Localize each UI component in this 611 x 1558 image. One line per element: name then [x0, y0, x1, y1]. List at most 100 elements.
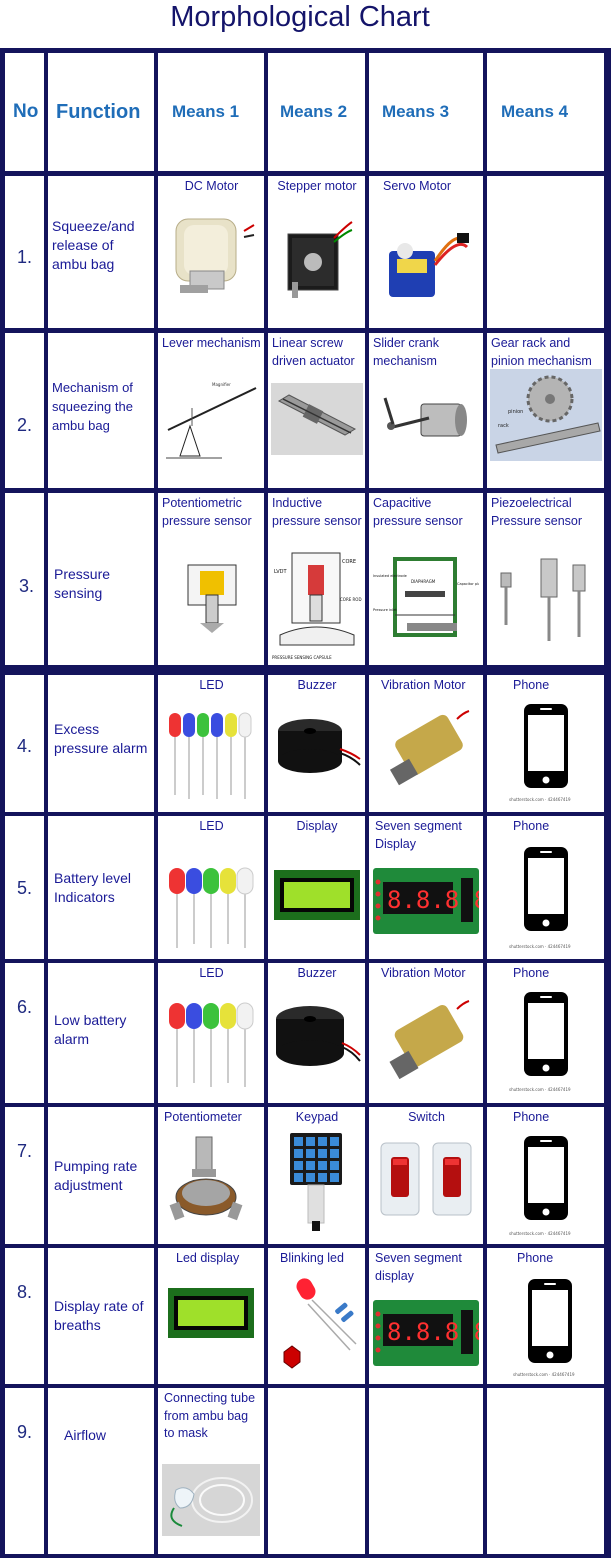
- capacitive-sensor-image: DIAPHRAGM Capacitor plate Pressure inlet…: [373, 557, 479, 637]
- means-label: [369, 1388, 483, 1390]
- blinking-led-image: [283, 1278, 357, 1369]
- means-label: Stepper motor: [277, 179, 357, 193]
- means-label: [487, 176, 604, 178]
- empty-means-cell: [369, 1388, 483, 1554]
- means-label: Seven segment display: [375, 1251, 462, 1283]
- header-means-4: Means 4: [487, 53, 604, 171]
- led-image: [169, 1002, 254, 1087]
- stock-caption: shutterstock.com · 424467419: [513, 1372, 575, 1377]
- switch-image: [380, 1142, 472, 1216]
- lever-mechanism-image: Magnifier: [166, 382, 257, 459]
- means-cell: Servo Motor: [369, 176, 483, 328]
- means-label: [487, 1388, 604, 1390]
- sensor-label-core-rod: CORE ROD: [340, 597, 362, 602]
- means-cell: Connecting tube from ambu bag to mask: [158, 1388, 264, 1554]
- means-cell: Buzzer: [268, 675, 365, 812]
- header-function: Function: [48, 53, 154, 171]
- means-label: Phone: [517, 1251, 554, 1265]
- header-means-1: Means 1: [158, 53, 264, 171]
- stock-caption: shutterstock.com · 424467419: [509, 797, 571, 802]
- row-number: 2.: [5, 333, 44, 488]
- lcd-display-image: [274, 870, 360, 920]
- sensor-label-diaphragm: DIAPHRAGM: [411, 579, 436, 584]
- rack-pinion-image: pinion rack: [490, 369, 602, 461]
- buzzer-image: [278, 719, 361, 773]
- means-cell: Vibration Motor: [369, 675, 483, 812]
- means-label: Display: [296, 819, 338, 833]
- header-means-3: Means 3: [369, 53, 483, 171]
- means-label: Connecting tube from ambu bag to mask: [164, 1391, 256, 1440]
- means-cell: Potentiometric pressure sensor: [158, 493, 264, 665]
- means-label: Potentiometric pressure sensor: [162, 496, 252, 528]
- means-cell: Blinking led: [268, 1248, 365, 1384]
- means-label: Lever mechanism: [162, 336, 261, 350]
- buzzer-image: [276, 1006, 361, 1066]
- lcd-display-image: [168, 1288, 254, 1338]
- function-label: Battery level Indicators: [48, 816, 154, 959]
- means-label: Led display: [176, 1251, 240, 1265]
- stock-caption: shutterstock.com · 424467419: [509, 1087, 571, 1092]
- means-label: Inductive pressure sensor: [272, 496, 362, 528]
- means-label: Phone: [513, 678, 550, 692]
- header-means-2: Means 2: [268, 53, 365, 171]
- phone-icon: [524, 704, 568, 788]
- vibration-motor-image: [389, 1000, 470, 1080]
- function-label: Low battery alarm: [48, 963, 154, 1103]
- means-cell: Stepper motor: [268, 176, 365, 328]
- sensor-label-capsule: PRESSURE SENSING CAPSULE: [272, 655, 332, 660]
- row-number: 5.: [5, 816, 44, 959]
- stepper-motor-image: [287, 221, 353, 298]
- row-number: 7.: [5, 1107, 44, 1244]
- means-label: LED: [199, 966, 224, 980]
- means-label: Keypad: [295, 1110, 339, 1124]
- row-number: 4.: [5, 675, 44, 812]
- led-image: [169, 867, 254, 948]
- piezo-sensor-image: [500, 558, 586, 641]
- means-cell: Phone shutterstock.com · 424467419: [487, 1107, 604, 1244]
- connecting-tube-image: [162, 1464, 260, 1536]
- means-label: Vibration Motor: [381, 678, 466, 692]
- servo-motor-image: [389, 233, 469, 297]
- means-label: Phone: [513, 1110, 550, 1124]
- row-number: 8.: [5, 1248, 44, 1384]
- means-label: Switch: [408, 1110, 445, 1124]
- sensor-label-inlet: Pressure inlet: [373, 608, 397, 612]
- means-cell: Phone shutterstock.com · 424467419: [487, 963, 604, 1103]
- means-cell: Capacitive pressure sensor DIAPHRAGM Cap…: [369, 493, 483, 665]
- means-cell: Potentiometer: [158, 1107, 264, 1244]
- means-cell: Seven segment display 8.8.8.8: [369, 1248, 483, 1384]
- means-cell: Gear rack and pinion mechanism pinion ra…: [487, 333, 604, 488]
- phone-icon: [528, 1279, 572, 1363]
- means-label: Phone: [513, 966, 550, 980]
- means-cell: Phone shutterstock.com · 424467419: [487, 675, 604, 812]
- morphological-chart-table: No Function Means 1 Means 2 Means 3 Mean…: [0, 48, 611, 1558]
- means-cell: Slider crank mechanism: [369, 333, 483, 488]
- means-label: [268, 1388, 365, 1390]
- means-cell: Display: [268, 816, 365, 959]
- led-image: [169, 712, 252, 799]
- means-cell: [487, 176, 604, 328]
- row-number: 1.: [5, 176, 44, 328]
- rack-label-pinion: pinion: [508, 409, 523, 415]
- means-cell: Switch: [369, 1107, 483, 1244]
- means-label: Piezoelectrical Pressure sensor: [491, 496, 583, 528]
- vibration-motor-image: [389, 710, 470, 786]
- means-cell: Keypad: [268, 1107, 365, 1244]
- potentiometer-image: [169, 1136, 243, 1221]
- means-cell: Phone shutterstock.com · 424467419: [487, 1248, 604, 1384]
- means-label: Servo Motor: [383, 179, 452, 193]
- row-number: 6.: [5, 963, 44, 1103]
- means-cell: Seven segment Display 8.8.8.8: [369, 816, 483, 959]
- row-number: 9.: [5, 1388, 44, 1554]
- sensor-label-lvdt: LVDT: [274, 569, 288, 575]
- phone-icon: [524, 992, 568, 1076]
- phone-icon: [524, 1136, 568, 1220]
- means-label: Slider crank mechanism: [373, 336, 439, 368]
- empty-means-cell: [268, 1388, 365, 1554]
- phone-icon: [524, 847, 568, 931]
- function-label: Excess pressure alarm: [48, 675, 154, 812]
- means-label: Blinking led: [280, 1251, 344, 1265]
- means-label: LED: [199, 678, 224, 692]
- seven-segment-image: 8.8.8.8: [373, 868, 479, 934]
- means-cell: LED: [158, 963, 264, 1103]
